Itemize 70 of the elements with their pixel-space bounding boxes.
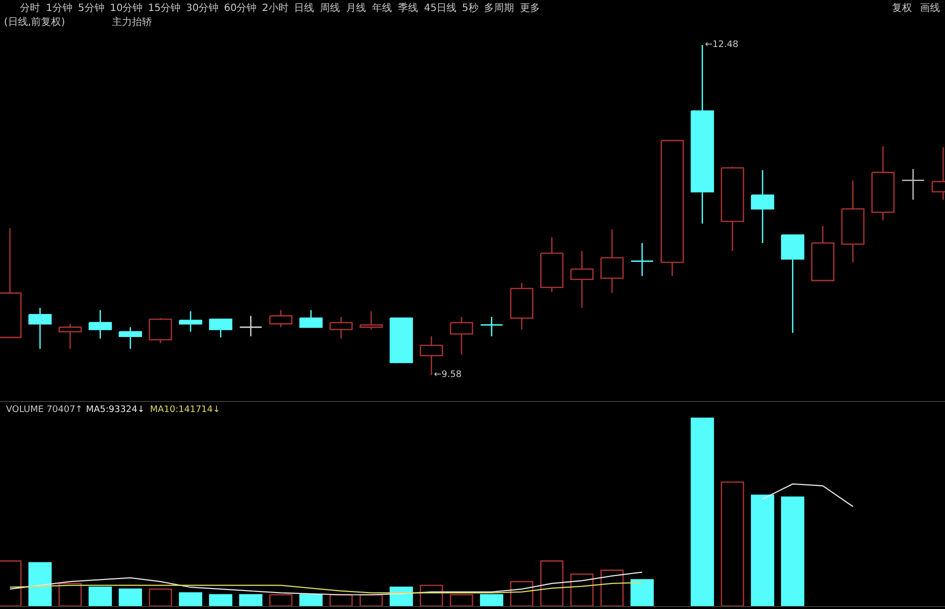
text: 5分钟 — [78, 2, 104, 14]
annotation: ←9.58 — [434, 370, 462, 380]
candlestick — [841, 180, 865, 263]
text: 5秒 — [462, 2, 478, 14]
bar — [781, 496, 804, 606]
candlestick — [750, 170, 774, 244]
candlestick — [269, 309, 293, 328]
text: 分时 — [20, 2, 40, 14]
text: 45日线 — [424, 2, 457, 14]
bar — [269, 594, 293, 606]
annotation: ←12.48 — [705, 40, 739, 50]
text: 多周期 — [484, 2, 514, 14]
bar — [28, 562, 52, 606]
candlestick — [480, 316, 504, 337]
bar — [510, 580, 534, 606]
candlestick — [600, 228, 624, 294]
candlestick — [781, 234, 804, 334]
text: 10分钟 — [110, 2, 143, 14]
bar — [148, 588, 172, 606]
text: 周线 — [320, 2, 340, 14]
bar — [690, 418, 714, 606]
text: MA5:93324↓ — [86, 405, 145, 415]
text: MA10:141714↓ — [150, 405, 220, 415]
bar — [420, 584, 444, 606]
candlestick — [540, 236, 564, 293]
text: 15分钟 — [148, 2, 181, 14]
text: VOLUME 70407↑ — [6, 405, 83, 415]
bar — [480, 594, 504, 606]
bar — [390, 586, 413, 606]
text: 月线 — [346, 2, 366, 14]
candlestick — [88, 309, 112, 340]
chart-title: (日线,前复权) — [4, 16, 66, 28]
bar — [600, 570, 624, 606]
candlestick — [811, 225, 834, 282]
text: 年线 — [372, 2, 392, 14]
bar — [239, 594, 262, 606]
candlestick — [901, 168, 925, 200]
candlestick — [660, 140, 684, 277]
text: 日线 — [294, 2, 314, 14]
bar — [540, 560, 564, 606]
candlestick — [58, 323, 82, 350]
candlestick — [118, 326, 142, 350]
bar — [360, 594, 383, 606]
text: 1分钟 — [46, 2, 72, 14]
bar — [58, 582, 82, 606]
bar — [570, 573, 594, 606]
text: 季线 — [398, 2, 418, 14]
bar — [88, 586, 112, 606]
text: 更多 — [520, 2, 540, 14]
bar — [209, 594, 232, 606]
bar — [450, 594, 474, 606]
candlestick — [239, 315, 262, 337]
chart-subtitle: 主力抬轿 — [112, 16, 152, 28]
bar — [750, 494, 774, 606]
candlestick — [510, 282, 534, 330]
text: 60分钟 — [224, 2, 257, 14]
bar — [118, 588, 142, 606]
candlestick — [630, 242, 654, 277]
bar — [178, 592, 202, 606]
text: 复权 — [892, 2, 912, 14]
candlestick — [209, 318, 232, 338]
bar — [720, 481, 744, 606]
text: 30分钟 — [186, 2, 219, 14]
candlestick — [570, 250, 594, 309]
bar — [630, 579, 654, 606]
bar — [299, 594, 323, 606]
text: 2小时 — [262, 2, 288, 14]
text: 画线 — [920, 2, 940, 14]
candlestick — [360, 310, 383, 330]
candlestick — [390, 317, 413, 364]
